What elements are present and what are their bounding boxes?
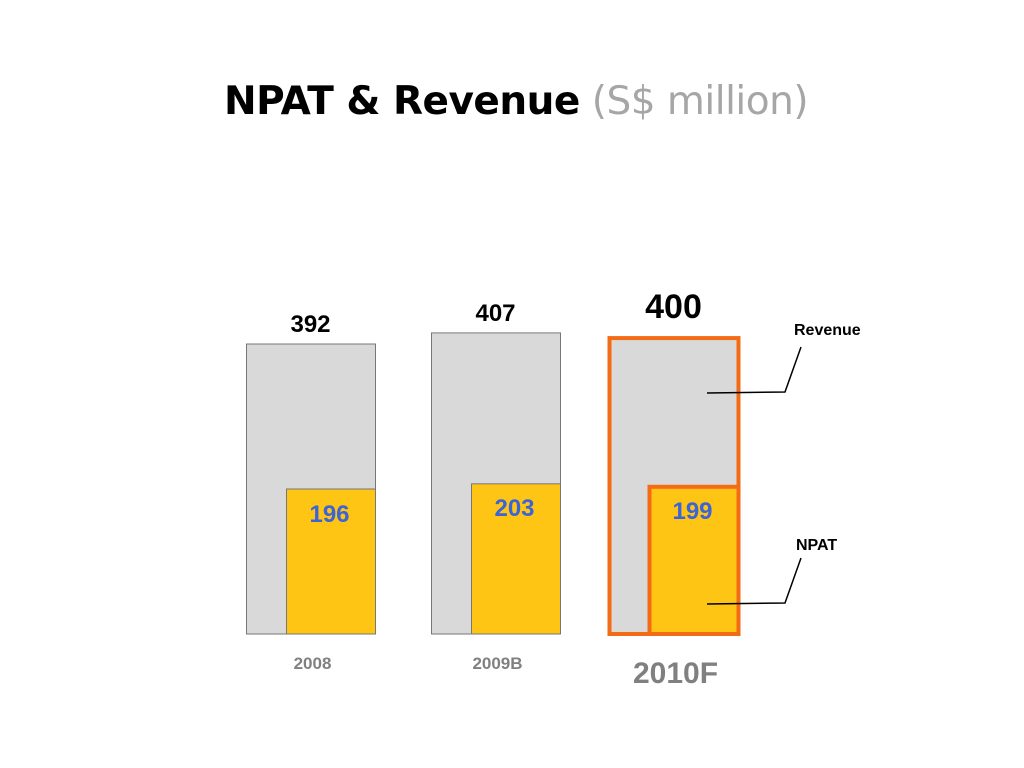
npat-value-label-2009b: 203 bbox=[494, 495, 534, 522]
chart-title: NPAT & Revenue (S$ million) bbox=[0, 76, 1024, 128]
npat-legend-leader-line bbox=[706, 557, 802, 605]
category-label-2010f: 2010F bbox=[633, 657, 718, 690]
revenue-value-label-2010f: 400 bbox=[645, 288, 702, 326]
npat-value-label-2008: 196 bbox=[309, 501, 349, 528]
npat-bar-2008 bbox=[286, 488, 376, 635]
npat-value-label-2010f: 199 bbox=[672, 498, 712, 525]
chart-title-unit: (S$ million) bbox=[591, 79, 809, 124]
chart-title-main: NPAT & Revenue bbox=[223, 79, 580, 124]
category-label-2009b: 2009B bbox=[472, 654, 522, 673]
revenue-value-label-2009b: 407 bbox=[475, 300, 515, 327]
npat-bar-2010f bbox=[647, 484, 741, 636]
revenue-value-label-2008: 392 bbox=[290, 311, 330, 338]
revenue-legend-label: Revenue bbox=[794, 322, 861, 339]
npat-legend-label: NPAT bbox=[796, 537, 837, 554]
revenue-legend-leader-line bbox=[706, 346, 802, 394]
category-label-2008: 2008 bbox=[294, 654, 332, 673]
npat-bar-2009b bbox=[471, 483, 561, 635]
